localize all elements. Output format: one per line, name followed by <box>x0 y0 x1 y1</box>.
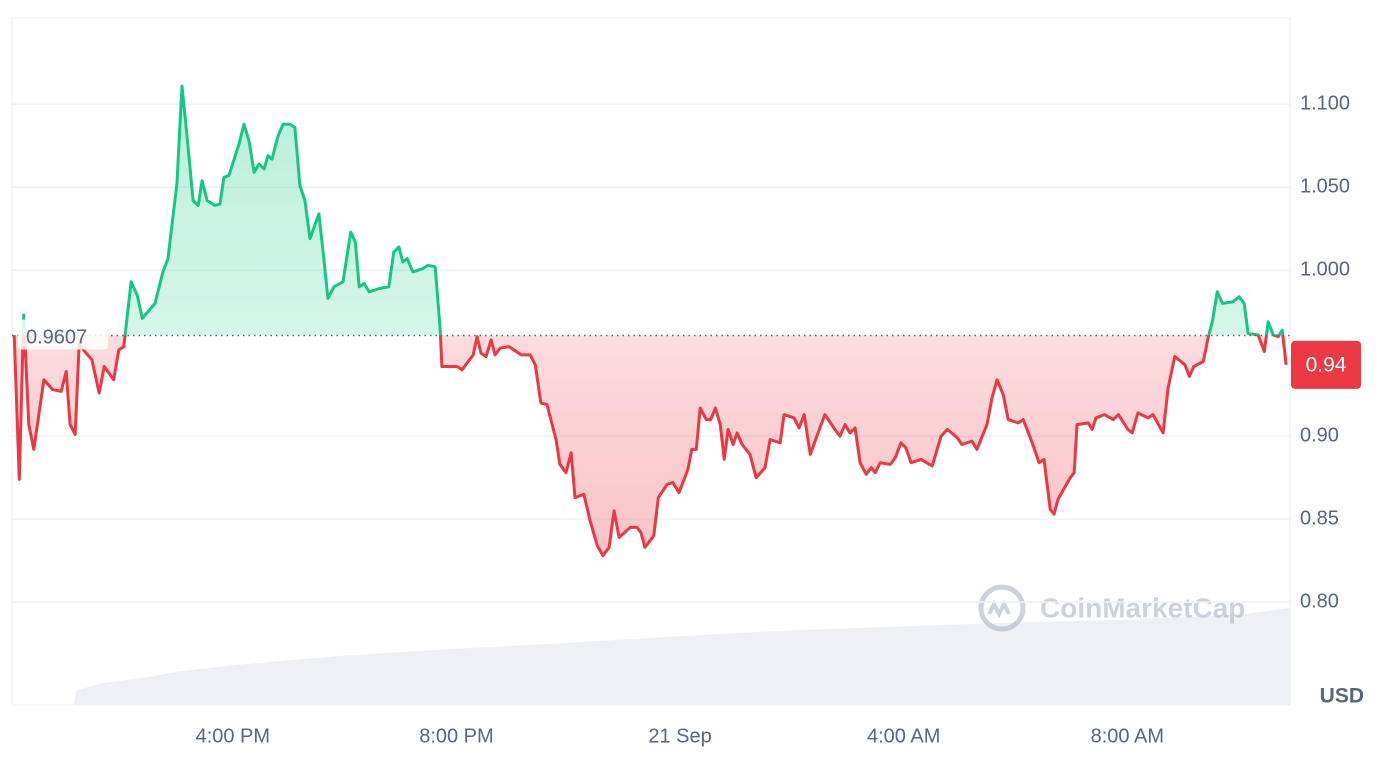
volume-area <box>12 608 1290 705</box>
y-tick-label: 0.80 <box>1300 590 1339 612</box>
watermark: CoinMarketCap <box>978 584 1245 632</box>
y-tick-label: 0.90 <box>1300 424 1339 446</box>
y-tick-label: 1.050 <box>1300 176 1350 198</box>
y-tick-label: 0.85 <box>1300 507 1339 529</box>
y-tick-label: 1.000 <box>1300 259 1350 281</box>
x-tick-label: 4:00 AM <box>867 725 940 747</box>
baseline-label: 0.9607 <box>26 327 87 349</box>
current-price-badge <box>1291 340 1361 389</box>
x-tick-label: 4:00 PM <box>196 725 270 747</box>
y-tick-label: 1.100 <box>1300 93 1350 115</box>
baseline-label-box <box>18 319 108 350</box>
x-tick-label: 8:00 PM <box>419 725 493 747</box>
price-line-down <box>12 335 1288 558</box>
price-line-up <box>12 84 1285 336</box>
x-tick-label: 8:00 AM <box>1091 725 1164 747</box>
x-tick-label: 21 Sep <box>648 725 711 747</box>
unit-label: USD <box>1320 685 1364 708</box>
watermark-text: CoinMarketCap <box>1040 592 1245 623</box>
area-up <box>14 86 1287 336</box>
current-price-label: 0.94 <box>1306 353 1347 376</box>
area-down <box>14 335 1287 556</box>
